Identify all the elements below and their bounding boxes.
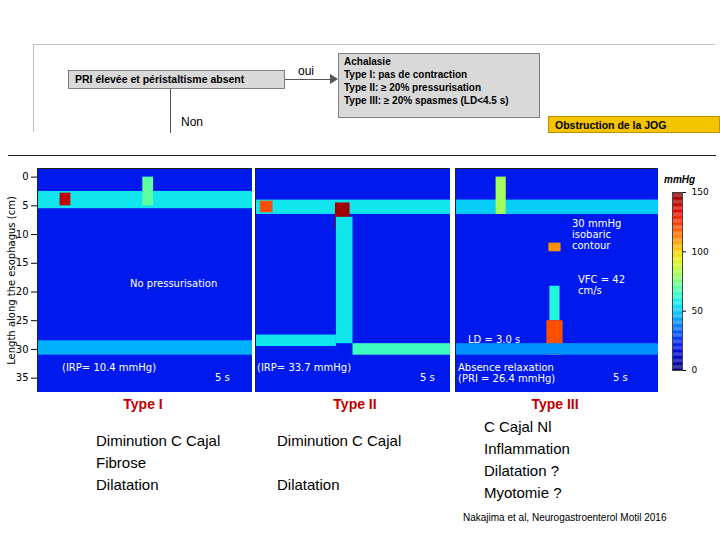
svg-text:150: 150 — [692, 187, 709, 197]
html-text:Dilatation ?: Dilatation ? — [484, 462, 559, 479]
html-text:Dilatation: Dilatation — [96, 476, 159, 493]
html-text:Absence relaxation: Absence relaxation — [458, 362, 554, 373]
html-text:Type II: Type II — [333, 396, 377, 412]
svg-text:50: 50 — [692, 306, 704, 316]
svg-text:30: 30 — [16, 344, 29, 355]
html-text:Type III: Type III — [531, 396, 579, 412]
svg-text:5: 5 — [22, 200, 28, 211]
html-text:Type III: ≥ 20% spasmes (LD<4.: Type III: ≥ 20% spasmes (LD<4.5 s) — [344, 95, 509, 106]
html-text:Type I: Type I — [123, 396, 163, 412]
html-text:Obstruction de la JOG: Obstruction de la JOG — [555, 119, 667, 131]
html-text:No pressurisation: No pressurisation — [130, 278, 218, 289]
html-text:5 s: 5 s — [215, 372, 230, 383]
svg-text:35: 35 — [16, 372, 29, 383]
html-text:mmHg: mmHg — [664, 174, 696, 185]
html-text:(IRP= 33.7 mmHg): (IRP= 33.7 mmHg) — [257, 362, 352, 373]
html-text:Inflammation: Inflammation — [484, 440, 570, 457]
svg-text:Length along the esophagus (cm: Length along the esophagus (cm) — [6, 196, 17, 365]
html-text:LD = 3.0 s: LD = 3.0 s — [468, 334, 521, 345]
html-text:(PRI = 26.4 mmHg): (PRI = 26.4 mmHg) — [458, 373, 556, 384]
html-text:VFC = 42 cm/s: VFC = 42 cm/s — [578, 274, 625, 296]
html-text:Nakajima et al, Neurogastroent: Nakajima et al, Neurogastroenterol Motil… — [463, 512, 667, 523]
html-text:Fibrose: Fibrose — [96, 454, 146, 471]
svg-text:20: 20 — [16, 286, 29, 297]
svg-text:15: 15 — [16, 257, 29, 268]
html-text:Type II: ≥ 20% pressurisation: Type II: ≥ 20% pressurisation — [344, 82, 481, 93]
html-text:oui: oui — [298, 64, 314, 78]
svg-text:10: 10 — [16, 229, 29, 240]
html-text:Diminution C Cajal: Diminution C Cajal — [96, 432, 221, 449]
html-text:5 s: 5 s — [613, 372, 628, 383]
html-text:Achalasie: Achalasie — [344, 56, 391, 67]
html-text:Diminution C Cajal: Diminution C Cajal — [277, 432, 402, 449]
html-text:30 mmHg isobaric contour: 30 mmHg isobaric contour — [572, 218, 622, 251]
svg-text:25: 25 — [16, 315, 29, 326]
html-text:Type I: pas de contraction: Type I: pas de contraction — [344, 69, 468, 80]
svg-text:100: 100 — [692, 247, 709, 257]
svg-text:0: 0 — [692, 365, 698, 375]
html-text:Non: Non — [181, 115, 203, 129]
html-text:5 s: 5 s — [420, 372, 435, 383]
html-text:C Cajal Nl: C Cajal Nl — [484, 418, 552, 435]
html-text:Myotomie ?: Myotomie ? — [484, 484, 562, 501]
html-text:Dilatation: Dilatation — [277, 476, 340, 493]
html-text:(IRP= 10.4 mmHg): (IRP= 10.4 mmHg) — [62, 362, 157, 373]
svg-text:0: 0 — [22, 171, 28, 182]
html-text:PRI élevée et péristaltisme ab: PRI élevée et péristaltisme absent — [75, 73, 245, 85]
